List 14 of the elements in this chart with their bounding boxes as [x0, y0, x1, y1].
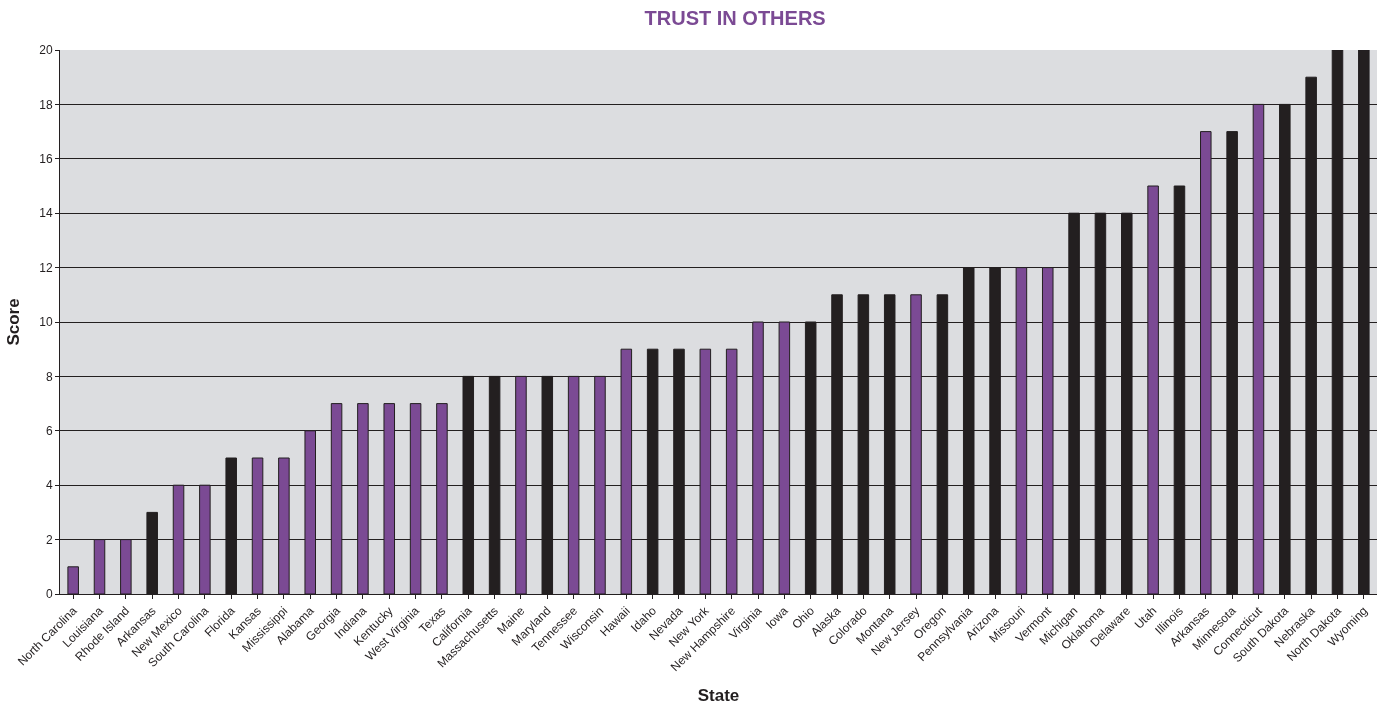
- y-tick-label: 12: [39, 260, 53, 275]
- y-tick-label: 4: [45, 478, 53, 493]
- y-tick-label: 6: [45, 424, 53, 438]
- y-axis-title: Score: [3, 298, 23, 346]
- y-tick-label: 8: [45, 369, 53, 384]
- y-tick-label: 2: [45, 532, 53, 547]
- y-tick-label: 20: [39, 43, 53, 58]
- y-tick-label: 10: [39, 315, 53, 330]
- chart-title: TRUST IN OTHERS: [644, 6, 826, 29]
- x-axis-title: State: [697, 685, 740, 705]
- y-tick-label: 14: [39, 206, 53, 221]
- y-tick-label: 0: [45, 587, 53, 602]
- y-tick-label: 16: [39, 152, 53, 166]
- y-tick-label: 18: [39, 97, 53, 112]
